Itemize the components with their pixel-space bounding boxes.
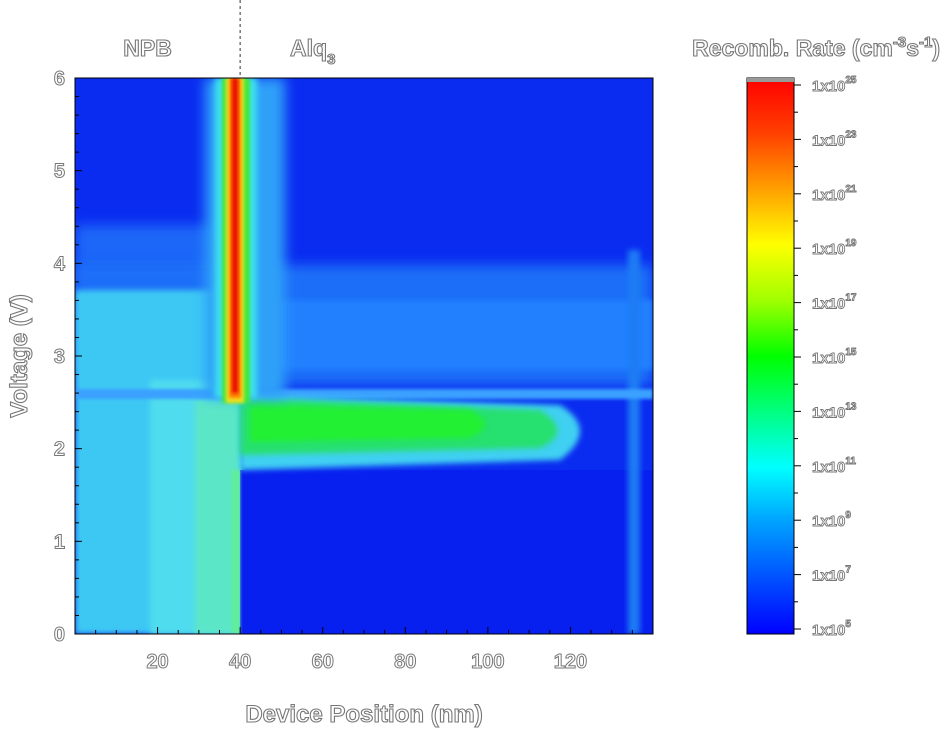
y-tick-label: 1 bbox=[54, 531, 65, 553]
x-tick-label: 100 bbox=[471, 651, 504, 673]
alq-green-core bbox=[250, 405, 485, 442]
y-axis-label: Voltage (V) bbox=[6, 294, 33, 418]
y-tick-label: 2 bbox=[54, 439, 65, 461]
colorbar-tick-label: 1x1019 bbox=[812, 238, 857, 258]
layer-label: NPB bbox=[123, 35, 172, 61]
colorbar-tick-label: 1x1017 bbox=[812, 293, 857, 313]
colorbar-tick-label: 1x1015 bbox=[812, 347, 857, 367]
interface-column-red bbox=[232, 78, 238, 393]
y-tick-label: 4 bbox=[54, 253, 66, 275]
colorbar-tick-label: 1x109 bbox=[812, 510, 851, 530]
colorbar-ticks: 1x1025 1x1023 1x1021 1x1019 1x1017 1x1015 1x10… bbox=[794, 75, 857, 639]
colorbar-tick-label: 1x1021 bbox=[812, 184, 857, 204]
y-tick-label: 0 bbox=[54, 624, 65, 646]
x-tick-label: 40 bbox=[229, 651, 251, 673]
layer-labels: NPB Alq3 bbox=[123, 34, 336, 68]
colorbar-tick-label: 1x1025 bbox=[812, 75, 857, 95]
line-2.6v bbox=[75, 389, 653, 399]
colorbar bbox=[746, 77, 795, 635]
heatmap-area bbox=[75, 78, 653, 634]
colorbar-tick-label: 1x1023 bbox=[812, 129, 857, 149]
colorbar-title: Recomb. Rate (cm-3s-1) bbox=[692, 34, 940, 61]
x-axis-label: Device Position (nm) bbox=[245, 701, 482, 728]
interface-edge bbox=[232, 470, 240, 634]
colorbar-tick-label: 1x105 bbox=[812, 619, 851, 639]
x-tick-label: 120 bbox=[554, 651, 587, 673]
layer-label: Alq3 bbox=[290, 35, 335, 68]
y-tick-label: 3 bbox=[54, 346, 65, 368]
x-tick-label: 60 bbox=[312, 651, 334, 673]
colorbar-tick-label: 1x1011 bbox=[812, 456, 856, 476]
colorbar-tick-label: 1x1013 bbox=[812, 401, 857, 421]
alq-low-voltage bbox=[240, 470, 653, 634]
colorbar-tick-label: 1x107 bbox=[812, 565, 851, 585]
colorbar-cap bbox=[747, 78, 794, 82]
x-axis-ticks: 20 40 60 80 100 120 bbox=[95, 627, 654, 674]
y-tick-label: 5 bbox=[54, 161, 65, 183]
y-axis-ticks: 0 1 2 3 4 5 6 bbox=[53, 68, 82, 647]
y-tick-label: 6 bbox=[54, 68, 65, 90]
x-tick-label: 20 bbox=[146, 651, 168, 673]
cathode-streak bbox=[628, 250, 640, 634]
x-tick-label: 80 bbox=[394, 651, 416, 673]
